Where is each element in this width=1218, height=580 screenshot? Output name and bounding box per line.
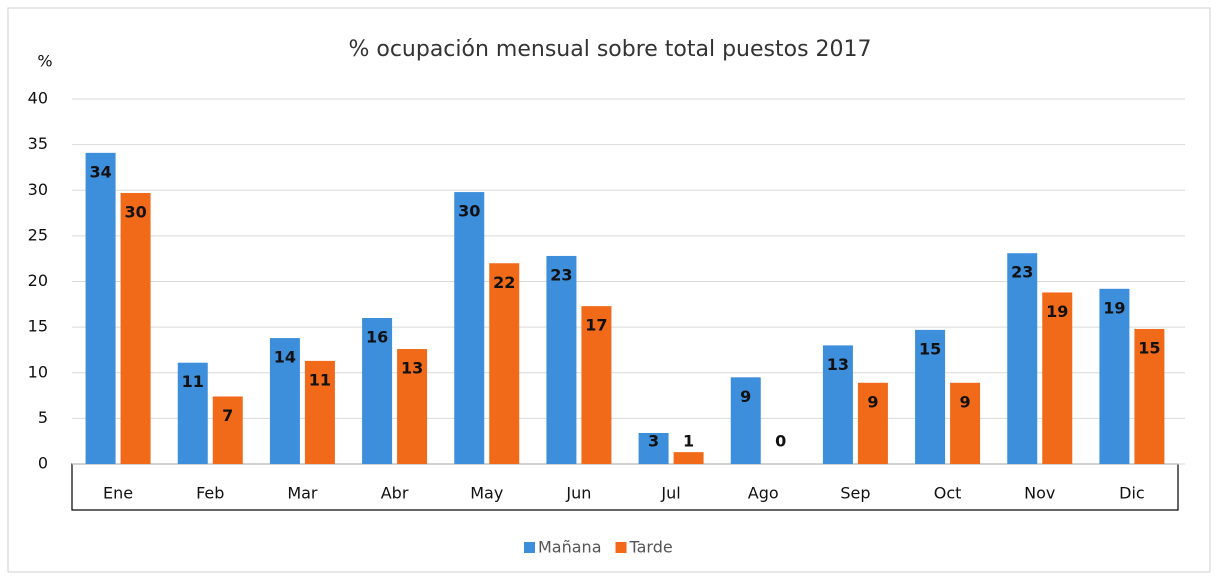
bar [857,382,888,464]
value-label: 30 [124,202,146,221]
value-label: 9 [740,387,751,406]
y-tick-label: 30 [28,180,48,199]
value-label: 19 [1103,298,1125,317]
y-tick-label: 10 [28,362,48,381]
value-label: 11 [309,370,331,389]
legend-label: Tarde [629,538,673,557]
y-tick-label: 0 [38,454,48,473]
x-tick-label: Feb [196,484,224,503]
value-label: 9 [960,392,971,411]
bar [304,360,335,464]
bar [1099,288,1130,464]
legend-swatch [524,542,535,553]
value-label: 22 [493,273,515,292]
bar [638,432,669,464]
y-axis-label: % [37,52,52,71]
bar [269,338,300,464]
bar [915,329,946,464]
value-label: 3 [648,432,659,451]
value-label: 30 [458,202,480,221]
value-label: 14 [274,348,296,367]
bar [546,255,577,464]
y-tick-label: 5 [38,408,48,427]
value-label: 19 [1046,302,1068,321]
value-label: 16 [366,328,388,347]
bar [454,192,485,464]
bar [120,192,151,465]
y-tick-label: 40 [28,89,48,108]
bar [1134,328,1165,464]
y-tick-label: 20 [28,271,48,290]
value-label: 15 [919,339,941,358]
y-tick-label: 25 [28,225,48,244]
bar [822,345,853,464]
y-tick-label: 35 [28,134,48,153]
x-tick-label: Oct [934,484,962,503]
x-tick-label: Nov [1024,484,1055,503]
y-tick-label: 15 [28,317,48,336]
bar [1042,292,1073,464]
x-tick-label: Abr [381,484,409,503]
x-tick-label: Ago [748,484,779,503]
x-tick-label: May [470,484,503,503]
bar [673,452,704,464]
value-label: 1 [683,432,694,451]
bar [397,349,428,464]
value-label: 7 [222,406,233,425]
x-tick-label: Jun [565,484,591,503]
x-tick-label: Ene [103,484,133,503]
chart-title: % ocupación mensual sobre total puestos … [348,37,871,62]
value-label: 11 [182,372,204,391]
x-tick-label: Sep [840,484,870,503]
value-label: 13 [401,359,423,378]
bar [950,382,981,464]
x-tick-label: Mar [287,484,318,503]
legend-swatch [615,542,627,553]
value-label: 9 [867,392,878,411]
bar [362,318,393,464]
value-label: 23 [1011,263,1033,282]
bar [1007,253,1038,464]
value-label: 34 [89,162,111,181]
bar [85,152,116,464]
value-label: 15 [1138,338,1160,357]
x-tick-label: Jul [660,484,680,503]
value-label: 0 [775,432,786,451]
bar [489,263,520,464]
bar [730,377,761,464]
bar [212,396,243,464]
bar [177,362,208,464]
value-label: 23 [550,265,572,284]
value-label: 13 [827,355,849,374]
value-label: 17 [585,316,607,335]
bar [581,306,612,464]
legend-label: Mañana [538,538,602,557]
x-tick-label: Dic [1119,484,1145,503]
